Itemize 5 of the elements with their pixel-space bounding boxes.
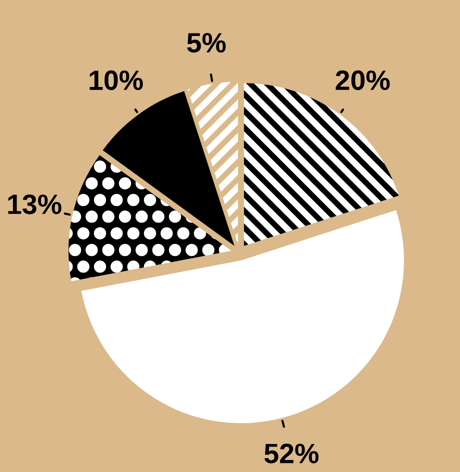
data-label: 10%	[90, 70, 143, 90]
data-label: 20%	[336, 70, 390, 90]
data-label: 5%	[187, 32, 226, 53]
data-label: 13%	[8, 194, 62, 214]
data-label: 52%	[264, 444, 318, 464]
